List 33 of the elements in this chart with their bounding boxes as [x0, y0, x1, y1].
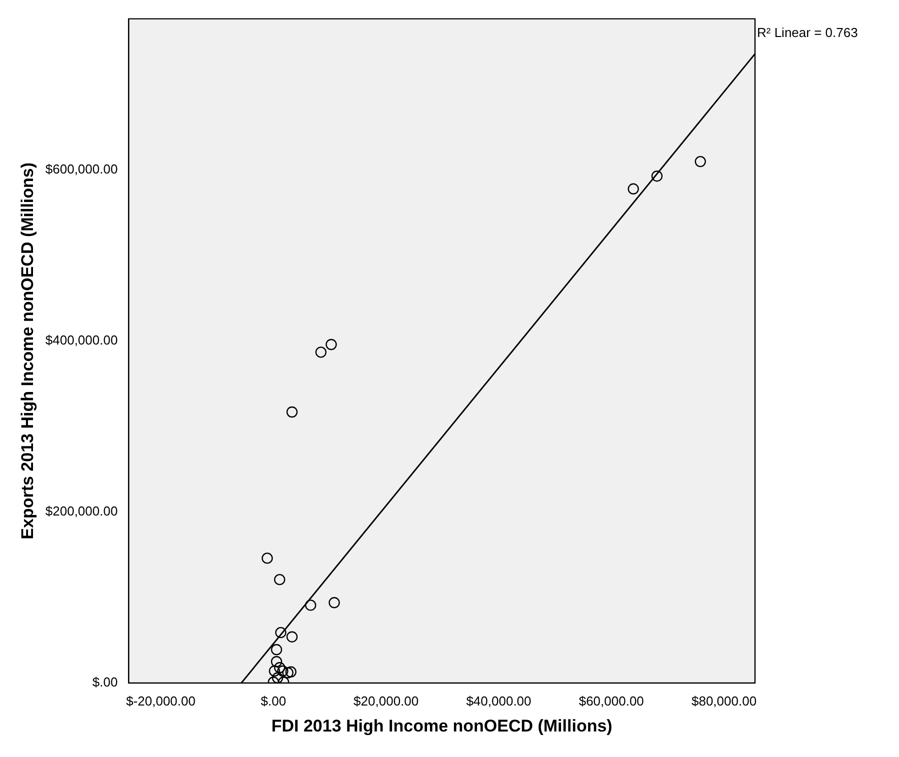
point	[286, 406, 298, 418]
point	[282, 667, 294, 678]
point	[305, 600, 316, 611]
point	[277, 665, 288, 677]
point	[270, 656, 282, 668]
point	[326, 338, 337, 350]
y-tick-label: $.00	[92, 674, 118, 690]
x-tick-label: $-20,000.00	[126, 693, 196, 708]
point	[274, 662, 286, 674]
point	[262, 552, 273, 564]
point	[268, 665, 280, 677]
x-tick-label: $.00	[260, 693, 286, 708]
point	[328, 597, 340, 608]
x-axis-title: FDI 2013 High Income nonOECD (Millions)	[271, 716, 612, 736]
y-tick-label: $600,000.00	[45, 162, 118, 177]
point	[286, 631, 298, 642]
point	[275, 626, 286, 638]
point	[315, 346, 327, 358]
y-axis-title: Exports 2013 High Income nonOECD (Millions)	[18, 162, 37, 540]
x-tick-label: $80,000.00	[691, 693, 757, 708]
text: R² Linear = 0.763	[757, 24, 858, 40]
point	[651, 170, 663, 182]
x-tick-label: $40,000.00	[466, 693, 532, 708]
y-tick-label: $200,000.00	[45, 504, 118, 519]
point	[285, 666, 296, 678]
x-tick-label: $60,000.00	[578, 693, 644, 708]
point	[694, 156, 706, 168]
y-tick-label: $400,000.00	[45, 332, 118, 348]
point	[270, 644, 282, 656]
point	[628, 183, 639, 195]
x-tick-label: $20,000.00	[354, 693, 419, 708]
point	[274, 574, 286, 586]
point	[272, 672, 284, 683]
